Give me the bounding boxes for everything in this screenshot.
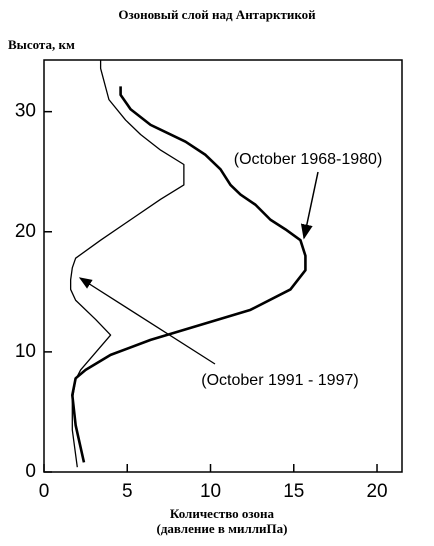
x-axis-label: Количество озона — [170, 506, 275, 521]
y-tick-label: 30 — [15, 101, 36, 122]
x-axis-label: (давление в миллиПа) — [157, 521, 288, 536]
annotation-arrow — [78, 277, 216, 365]
profile-line — [69, 60, 185, 468]
y-axis-label: Высота, км — [8, 37, 75, 52]
y-tick-label: 20 — [15, 221, 36, 242]
x-tick-label: 15 — [283, 481, 304, 502]
x-tick-label: 20 — [366, 481, 387, 502]
y-tick-label: 10 — [15, 341, 36, 362]
x-tick-label: 10 — [200, 481, 221, 502]
chart-title: Озоновый слой над Антарктикой — [118, 7, 316, 22]
x-tick-label: 5 — [122, 481, 133, 502]
legend-label: (October 1991 - 1997) — [201, 372, 358, 389]
profile-line — [71, 86, 307, 463]
x-tick-label: 0 — [39, 481, 50, 502]
plot-frame — [43, 59, 403, 473]
legend-label: (October 1968-1980) — [234, 151, 383, 168]
annotation-arrow — [300, 171, 319, 240]
y-tick-label: 0 — [25, 461, 36, 482]
